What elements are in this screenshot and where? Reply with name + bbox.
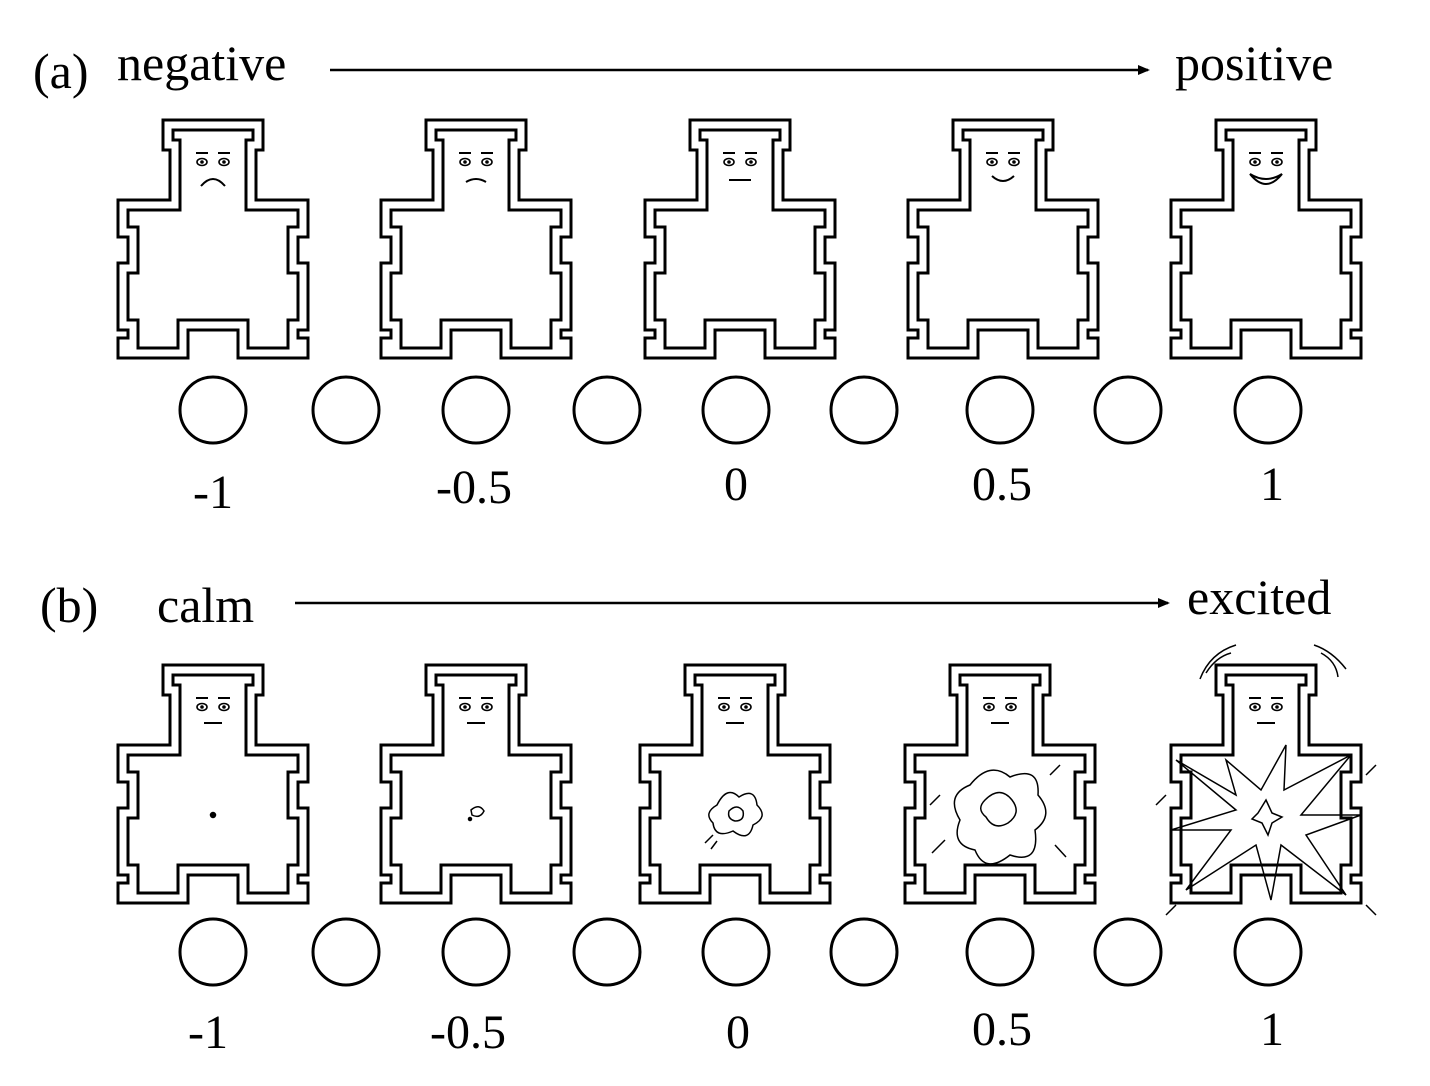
rating-option-circle[interactable] [965, 375, 1035, 445]
face [196, 152, 230, 187]
panel-a-value-2: -0.5 [436, 461, 512, 514]
panel-a-value-5: 1 [1260, 458, 1284, 511]
panel-a-tag: (a) [33, 43, 89, 99]
arousal-marker [704, 791, 763, 850]
face [196, 697, 230, 724]
panel-b: (b) calm excited -1 -0.5 0 0.5 1 [40, 569, 1377, 1059]
face [723, 152, 757, 181]
panel-b-value-2: -0.5 [430, 1006, 506, 1059]
panel-b-value-1: -1 [188, 1006, 228, 1059]
arousal-marker [209, 811, 217, 819]
rating-option-circle[interactable] [311, 917, 381, 987]
panel-a-right-label: positive [1175, 35, 1333, 91]
arousal-marker [1155, 644, 1377, 916]
panel-b-right-label: excited [1187, 569, 1331, 625]
rating-option-circle[interactable] [572, 917, 642, 987]
rating-option-circle[interactable] [965, 917, 1035, 987]
panel-b-tag: (b) [40, 577, 98, 633]
manikin-figure [116, 663, 310, 905]
rating-option-circle[interactable] [1233, 917, 1303, 987]
face [459, 697, 493, 724]
arousal-marker [929, 764, 1067, 865]
panel-a-rating-options [178, 375, 1303, 445]
panel-b-value-4: 0.5 [972, 1003, 1032, 1056]
panel-b-scale-values: -1 -0.5 0 0.5 1 [188, 1003, 1284, 1059]
rating-option-circle[interactable] [178, 375, 248, 445]
panel-a-value-1: -1 [193, 466, 233, 519]
panel-a: (a) negative positive -1 -0.5 0 0.5 1 [33, 35, 1363, 519]
face [986, 152, 1020, 182]
face [983, 697, 1017, 724]
rating-option-circle[interactable] [441, 917, 511, 987]
rating-option-circle[interactable] [701, 917, 771, 987]
rating-option-circle[interactable] [829, 917, 899, 987]
panel-a-scale-values: -1 -0.5 0 0.5 1 [193, 458, 1284, 519]
rating-option-circle[interactable] [441, 375, 511, 445]
manikin-figure [903, 663, 1097, 905]
manikin-figure [1169, 118, 1363, 360]
panel-b-figures [116, 644, 1377, 916]
panel-b-rating-options [178, 917, 1303, 987]
manikin-figure [1155, 644, 1377, 916]
face [459, 152, 493, 183]
face [1249, 152, 1283, 185]
panel-a-left-label: negative [117, 35, 286, 91]
panel-b-value-5: 1 [1260, 1003, 1284, 1056]
panel-a-value-4: 0.5 [972, 458, 1032, 511]
panel-a-value-3: 0 [724, 458, 748, 511]
rating-option-circle[interactable] [311, 375, 381, 445]
rating-option-circle[interactable] [572, 375, 642, 445]
manikin-figure [906, 118, 1100, 360]
manikin-figure [379, 663, 573, 905]
rating-option-circle[interactable] [1093, 375, 1163, 445]
face [1249, 697, 1283, 724]
arousal-marker [467, 806, 485, 822]
rating-option-circle[interactable] [1233, 375, 1303, 445]
rating-option-circle[interactable] [829, 375, 899, 445]
face [718, 697, 752, 724]
rating-option-circle[interactable] [701, 375, 771, 445]
rating-option-circle[interactable] [178, 917, 248, 987]
manikin-figure [643, 118, 837, 360]
rating-option-circle[interactable] [1093, 917, 1163, 987]
manikin-figure [116, 118, 310, 360]
manikin-figure [379, 118, 573, 360]
panel-b-left-label: calm [157, 577, 254, 633]
panel-b-value-3: 0 [726, 1006, 750, 1059]
manikin-figure [638, 663, 832, 905]
panel-a-figures [116, 118, 1363, 360]
